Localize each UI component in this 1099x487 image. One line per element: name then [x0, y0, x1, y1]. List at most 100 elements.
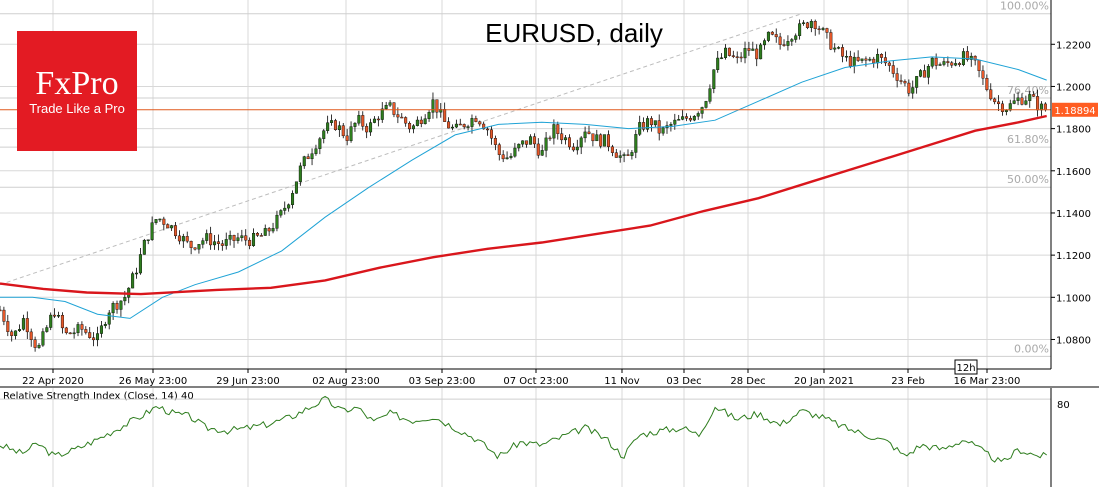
candle-body — [341, 125, 345, 137]
candle-body — [727, 47, 731, 56]
candle-body — [1016, 97, 1020, 101]
candle-body — [926, 66, 930, 78]
candle-body — [76, 324, 80, 334]
candle-body — [497, 144, 501, 155]
candle-body — [443, 109, 447, 122]
candle-body — [80, 324, 84, 330]
candle-body — [333, 120, 337, 131]
time-tick-label: 22 Apr 2020 — [22, 376, 84, 387]
timeframe-badge[interactable]: 12h — [954, 359, 978, 375]
candle-body — [361, 115, 365, 127]
time-tick-label: 02 Aug 23:00 — [312, 376, 379, 387]
candle-body — [345, 135, 349, 141]
rsi-line — [0, 395, 1047, 463]
candle-body — [162, 218, 166, 225]
candle-body — [287, 204, 291, 209]
candle-body — [326, 122, 330, 131]
candle-body — [766, 31, 770, 41]
candle-body — [685, 116, 689, 119]
candle-body — [1032, 94, 1036, 97]
candle-body — [985, 78, 989, 90]
candle-body — [630, 152, 634, 156]
candle-body — [380, 108, 384, 120]
candle-body — [922, 70, 926, 78]
candle-body — [283, 207, 287, 211]
fib-level-label: 50.00% — [1007, 173, 1049, 186]
candle-body — [688, 118, 692, 121]
candle-body — [291, 193, 295, 205]
candle-body — [41, 331, 45, 346]
candlestick-series — [0, 19, 1047, 352]
price-tick-label: 1.1000 — [1056, 293, 1091, 304]
candle-body — [197, 244, 201, 250]
candle-body — [88, 332, 92, 338]
candle-body — [907, 82, 911, 94]
candle-body — [454, 123, 458, 128]
candle-body — [938, 64, 942, 66]
candle-body — [330, 120, 334, 123]
candle-body — [25, 318, 29, 333]
candle-body — [37, 344, 41, 348]
price-tick-label: 1.2000 — [1056, 82, 1091, 93]
candle-body — [185, 236, 189, 242]
candle-body — [376, 118, 380, 121]
candle-body — [919, 70, 923, 77]
candle-body — [805, 22, 809, 28]
timeframe-badge-box[interactable] — [954, 359, 978, 375]
candle-body — [583, 131, 587, 139]
time-tick-label: 20 Jan 2021 — [794, 376, 854, 387]
candle-body — [930, 57, 934, 67]
candle-body — [252, 232, 256, 246]
price-tick-label: 1.1200 — [1056, 251, 1091, 262]
candle-body — [965, 51, 969, 60]
candle-body — [786, 41, 790, 46]
candle-body — [544, 137, 548, 151]
candle-body — [774, 34, 778, 38]
candle-body — [158, 218, 162, 221]
candle-body — [388, 102, 392, 106]
candle-body — [396, 114, 400, 118]
candle-body — [837, 47, 841, 49]
candle-body — [591, 133, 595, 142]
candle-body — [946, 61, 950, 63]
candle-body — [958, 63, 962, 65]
candle-body — [404, 117, 408, 124]
candle-body — [1000, 103, 1004, 112]
time-tick-label: 07 Oct 23:00 — [503, 376, 568, 387]
candle-body — [868, 58, 872, 61]
candle-body — [552, 124, 556, 139]
candle-body — [45, 327, 49, 332]
candle-body — [6, 321, 10, 332]
candle-body — [435, 99, 439, 113]
candle-body — [825, 28, 829, 33]
candle-body — [170, 225, 174, 229]
fib-level-label: 0.00% — [1014, 342, 1049, 355]
candle-body — [704, 101, 708, 108]
candle-body — [400, 116, 404, 119]
candle-body — [977, 59, 981, 71]
candle-body — [595, 134, 599, 142]
candle-body — [450, 126, 454, 129]
candle-body — [111, 303, 115, 314]
candle-body — [509, 155, 513, 158]
candle-body — [357, 115, 361, 124]
candle-body — [181, 236, 185, 242]
ema-fast-line — [0, 56, 1047, 319]
candle-body — [763, 40, 767, 46]
candle-body — [790, 39, 794, 42]
candle-body — [1036, 96, 1040, 111]
candle-body — [942, 61, 946, 65]
candle-body — [720, 57, 724, 59]
candle-body — [53, 314, 57, 317]
candle-body — [505, 157, 509, 160]
time-tick-label: 28 Dec — [730, 376, 765, 387]
candle-body — [653, 120, 657, 126]
timeframe-badge-label[interactable]: 12h — [956, 363, 975, 374]
fib-level-label: 76.40% — [1007, 84, 1049, 97]
candle-body — [501, 154, 505, 160]
candle-body — [876, 54, 880, 64]
candle-body — [603, 134, 607, 147]
candle-body — [244, 235, 248, 241]
